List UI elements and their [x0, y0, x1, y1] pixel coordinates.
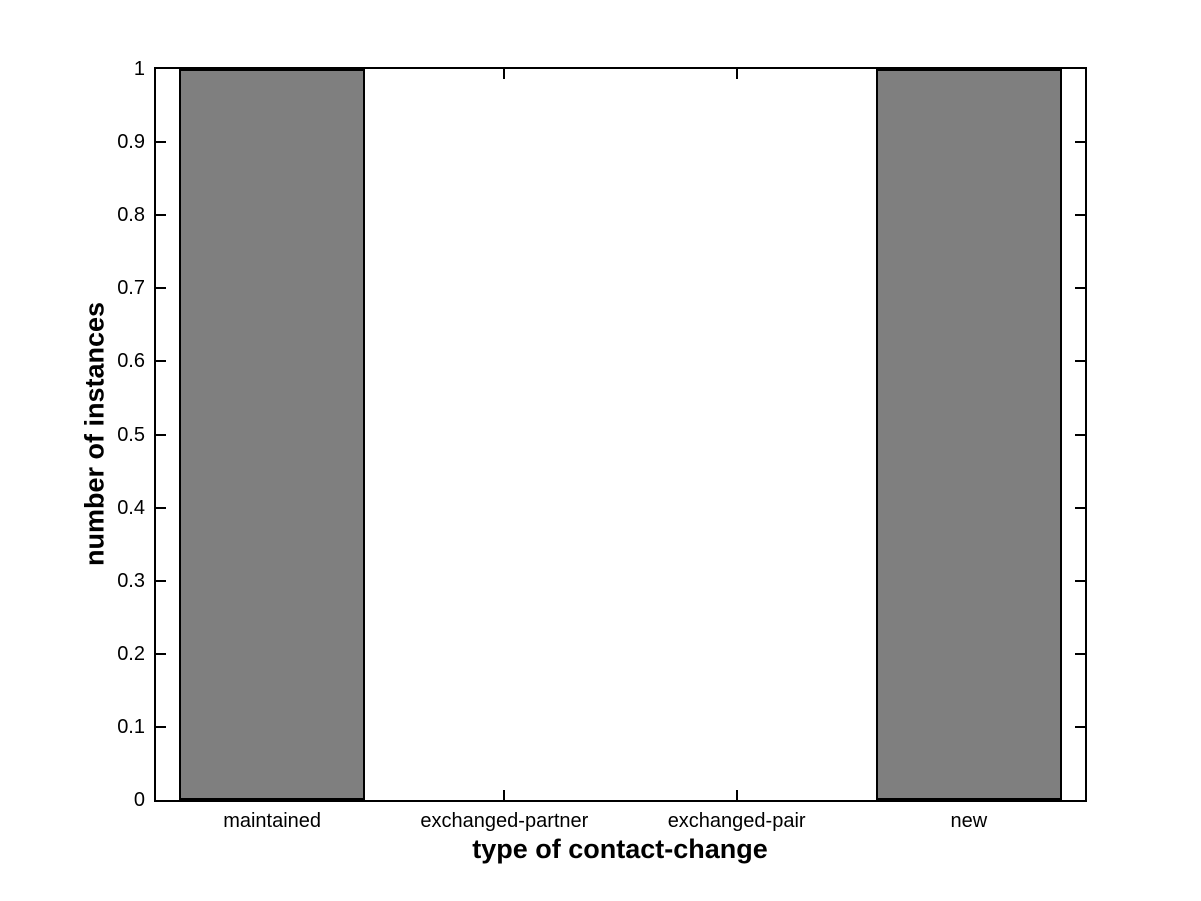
y-tick-mark-right	[1075, 725, 1085, 728]
y-tick-mark-left	[156, 506, 166, 509]
y-axis-label: number of instances	[79, 301, 110, 567]
x-tick-mark-bottom	[503, 790, 506, 800]
y-tick-mark-left	[156, 433, 166, 436]
y-tick-label: 0.6	[117, 350, 145, 373]
plot-area	[154, 67, 1087, 802]
bar-maintained	[179, 69, 366, 800]
x-tick-mark-top	[503, 69, 506, 79]
x-tick-label-exchanged-pair: exchanged-pair	[667, 810, 806, 832]
y-tick-mark-right	[1075, 360, 1085, 363]
y-tick-label: 0.2	[117, 642, 145, 665]
y-tick-mark-right	[1075, 287, 1085, 290]
y-tick-label: 0.1	[117, 715, 145, 738]
x-tick-label-exchanged-partner: exchanged-partner	[420, 810, 589, 832]
y-tick-label: 0.4	[117, 496, 145, 519]
y-tick-mark-right	[1075, 214, 1085, 217]
y-tick-mark-left	[156, 725, 166, 728]
y-tick-mark-right	[1075, 579, 1085, 582]
y-tick-label: 0.5	[117, 423, 145, 446]
x-axis-label: type of contact-change	[472, 834, 768, 864]
y-tick-mark-right	[1075, 652, 1085, 655]
x-tick-mark-bottom	[735, 790, 738, 800]
y-tick-label: 1	[133, 58, 145, 80]
y-tick-mark-left	[156, 287, 166, 290]
y-tick-mark-left	[156, 214, 166, 217]
y-tick-label: 0	[133, 789, 145, 811]
y-tick-mark-right	[1075, 433, 1085, 436]
bar-new	[875, 69, 1062, 800]
y-tick-mark-left	[156, 652, 166, 655]
x-tick-label-new: new	[950, 810, 988, 832]
y-tick-mark-left	[156, 579, 166, 582]
y-tick-label: 0.8	[117, 204, 145, 227]
y-tick-mark-right	[1075, 506, 1085, 509]
y-tick-label: 0.7	[117, 277, 145, 300]
x-tick-mark-top	[735, 69, 738, 79]
y-tick-mark-right	[1075, 141, 1085, 144]
y-tick-mark-left	[156, 141, 166, 144]
y-tick-label: 0.9	[117, 131, 145, 154]
x-tick-label-maintained: maintained	[223, 810, 322, 832]
y-tick-mark-left	[156, 360, 166, 363]
y-tick-label: 0.3	[117, 569, 145, 592]
